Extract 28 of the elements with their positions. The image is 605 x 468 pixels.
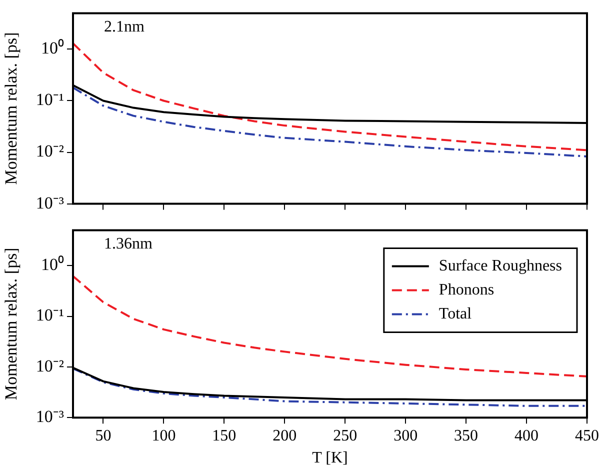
x-tick-label: 300 [394,427,418,444]
y-tick-label: 10⁻² [36,142,64,161]
legend-label: Surface Roughness [438,257,562,274]
x-tick-label: 250 [333,427,358,444]
legend-label: Total [438,305,472,322]
y-tick-label: 10⁻² [36,356,64,376]
y-axis-title: Momentum relax. [ps] [2,32,21,185]
legend-label: Phonons [438,281,494,298]
x-tick-label: 200 [272,427,297,444]
y-tick-label: 10⁰ [41,255,64,274]
x-tick-label: 450 [575,427,599,444]
annotation: 1.36nm [104,235,153,252]
y-tick-label: 10⁰ [41,38,64,58]
y-tick-label: 10⁻³ [36,407,64,426]
x-tick-label: 50 [95,427,112,444]
annotation: 2.1nm [104,18,145,36]
line-series [73,275,587,378]
y-tick-label: 10⁻¹ [36,306,64,325]
x-tick-label: 150 [212,427,236,444]
y-tick-label: 10⁻³ [36,193,64,212]
x-axis-title: T [K] [312,450,348,467]
x-tick-label: 100 [152,427,176,444]
x-tick-label: 350 [454,427,478,444]
line-series [73,42,587,152]
line-series [73,86,587,158]
y-tick-label: 10⁻¹ [36,90,64,110]
x-tick-label: 400 [514,427,539,444]
y-axis-title: Momentum relax. [ps] [2,248,21,400]
